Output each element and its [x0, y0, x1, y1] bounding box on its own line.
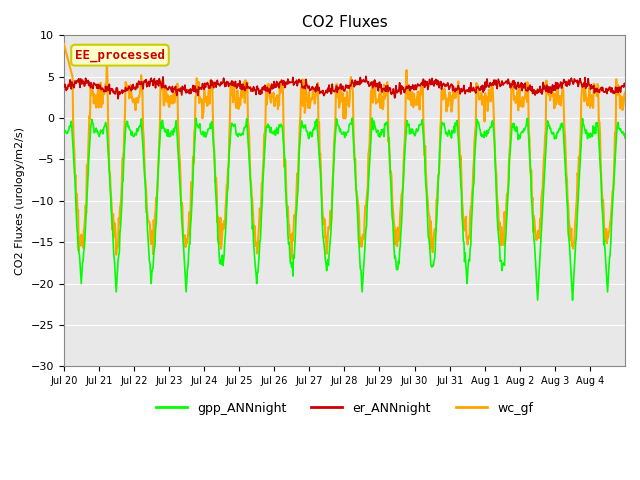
wc_gf [545, 92, 553, 98]
gpp_ANNnight [60, 131, 68, 136]
wc_gf [621, 90, 629, 96]
Text: EE_processed: EE_processed [75, 48, 165, 62]
Legend: gpp_ANNnight, er_ANNnight, wc_gf: gpp_ANNnight, er_ANNnight, wc_gf [150, 396, 538, 420]
wc_gf [483, 95, 491, 100]
er_ANNnight [300, 84, 308, 89]
gpp_ANNnight [621, 135, 629, 141]
er_ANNnight [207, 84, 214, 90]
Y-axis label: CO2 Fluxes (urology/m2/s): CO2 Fluxes (urology/m2/s) [15, 127, 25, 275]
gpp_ANNnight [348, 115, 356, 121]
gpp_ANNnight [483, 128, 491, 133]
Title: CO2 Fluxes: CO2 Fluxes [301, 15, 387, 30]
Line: gpp_ANNnight: gpp_ANNnight [64, 118, 625, 300]
er_ANNnight [546, 84, 554, 90]
er_ANNnight [362, 73, 370, 79]
gpp_ANNnight [534, 297, 541, 303]
er_ANNnight [60, 84, 68, 90]
er_ANNnight [115, 96, 122, 102]
wc_gf [288, 256, 296, 262]
wc_gf [300, 77, 308, 83]
er_ANNnight [621, 82, 629, 88]
wc_gf [60, 41, 68, 47]
gpp_ANNnight [460, 239, 468, 245]
er_ANNnight [122, 84, 129, 90]
gpp_ANNnight [546, 122, 554, 128]
wc_gf [121, 112, 129, 118]
er_ANNnight [484, 83, 492, 88]
gpp_ANNnight [206, 125, 214, 131]
gpp_ANNnight [300, 125, 307, 131]
wc_gf [206, 101, 214, 107]
er_ANNnight [461, 88, 468, 94]
Line: er_ANNnight: er_ANNnight [64, 76, 625, 99]
Line: wc_gf: wc_gf [64, 44, 625, 259]
gpp_ANNnight [121, 137, 129, 143]
wc_gf [460, 227, 468, 233]
